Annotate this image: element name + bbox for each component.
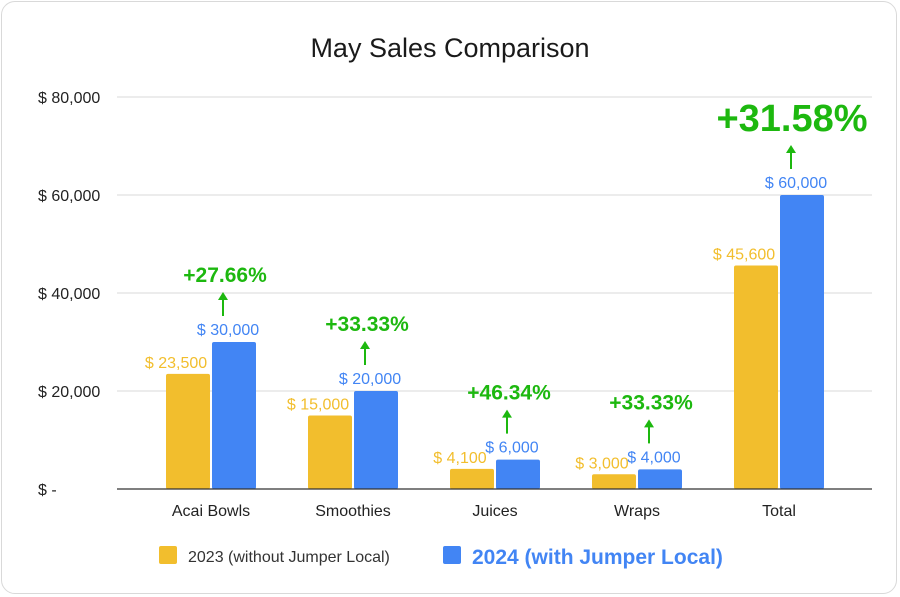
y-tick-label: $ - bbox=[38, 482, 57, 499]
bar-2023 bbox=[166, 373, 210, 489]
data-label-2024: $ 6,000 bbox=[485, 440, 538, 457]
bar-2024 bbox=[212, 342, 256, 489]
x-tick-label: Total bbox=[762, 503, 796, 520]
data-labels: $ 23,500$ 30,000$ 15,000$ 20,000$ 4,100$… bbox=[145, 175, 827, 472]
bar-2023 bbox=[308, 415, 352, 489]
y-tick-label: $ 80,000 bbox=[38, 90, 100, 107]
growth-arrow-icon bbox=[786, 145, 796, 153]
bars bbox=[166, 195, 824, 489]
data-label-2024: $ 20,000 bbox=[339, 371, 401, 388]
bar-2023 bbox=[592, 474, 636, 489]
y-tick-label: $ 60,000 bbox=[38, 188, 100, 205]
bar-2024 bbox=[638, 469, 682, 489]
data-label-2023: $ 15,000 bbox=[287, 397, 349, 414]
growth-arrow-icon bbox=[360, 341, 370, 349]
growth-annotations: +27.66% +33.33% +46.34% +33.33% +31.58% bbox=[183, 98, 868, 444]
data-label-2023: $ 23,500 bbox=[145, 355, 207, 372]
bar-2023 bbox=[734, 265, 778, 489]
growth-arrow-icon bbox=[218, 292, 228, 300]
growth-label: +27.66% bbox=[183, 264, 267, 287]
data-label-2024: $ 30,000 bbox=[197, 322, 259, 339]
data-label-2024: $ 4,000 bbox=[627, 449, 680, 466]
bar-2024 bbox=[780, 195, 824, 489]
data-label-2023: $ 45,600 bbox=[713, 247, 775, 264]
growth-arrow-icon bbox=[502, 409, 512, 418]
chart-title: May Sales Comparison bbox=[310, 33, 589, 63]
legend: 2023 (without Jumper Local) 2024 (with J… bbox=[159, 546, 723, 569]
x-tick-label: Juices bbox=[472, 503, 517, 520]
growth-label: +33.33% bbox=[325, 313, 409, 336]
y-axis-ticks: $ - $ 20,000 $ 40,000 $ 60,000 $ 80,000 bbox=[38, 90, 100, 499]
bar-2024 bbox=[496, 459, 540, 489]
x-axis-ticks: Acai Bowls Smoothies Juices Wraps Total bbox=[172, 503, 796, 520]
legend-swatch-2024 bbox=[443, 546, 461, 564]
data-label-2023: $ 3,000 bbox=[575, 455, 628, 472]
bar-2023 bbox=[450, 468, 494, 489]
growth-label: +46.34% bbox=[467, 382, 551, 405]
x-tick-label: Smoothies bbox=[315, 503, 391, 520]
y-tick-label: $ 40,000 bbox=[38, 286, 100, 303]
growth-arrow-icon bbox=[644, 419, 654, 428]
growth-label: +33.33% bbox=[609, 391, 693, 414]
x-tick-label: Acai Bowls bbox=[172, 503, 250, 520]
data-label-2023: $ 4,100 bbox=[433, 450, 486, 467]
data-label-2024: $ 60,000 bbox=[765, 175, 827, 192]
bar-2024 bbox=[354, 391, 398, 489]
legend-label-2023: 2023 (without Jumper Local) bbox=[188, 549, 390, 566]
legend-label-2024: 2024 (with Jumper Local) bbox=[472, 546, 723, 569]
legend-swatch-2023 bbox=[159, 546, 177, 564]
growth-label: +31.58% bbox=[716, 98, 867, 140]
x-tick-label: Wraps bbox=[614, 503, 660, 520]
y-tick-label: $ 20,000 bbox=[38, 384, 100, 401]
